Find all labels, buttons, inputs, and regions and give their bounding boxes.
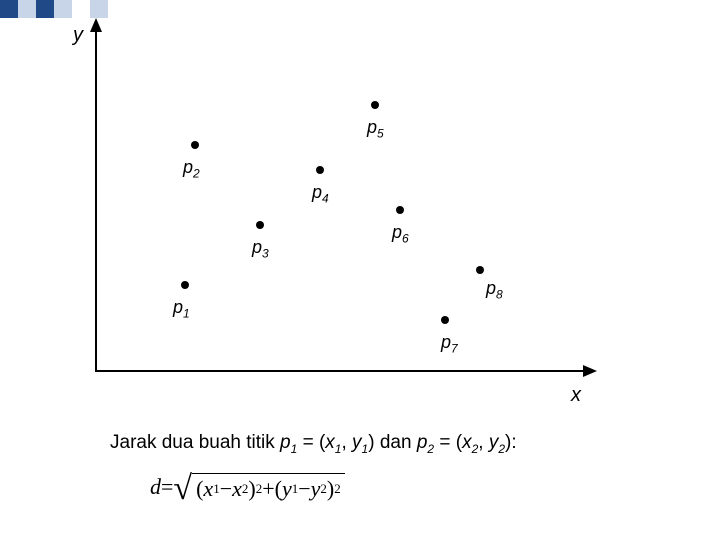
sqrt-body: (x1 − x2)2 + (y1 − y2)2 [192, 473, 345, 502]
point-label-p4: p4 [312, 182, 329, 206]
decor-sq [90, 0, 108, 18]
corner-decoration [0, 0, 108, 18]
point-p2 [191, 141, 199, 149]
distance-formula: d = √ (x1 − x2)2 + (y1 − y2)2 [150, 470, 345, 504]
caption-y2: y2 [489, 432, 505, 453]
x-axis [95, 370, 585, 372]
point-p7 [441, 316, 449, 324]
point-p8 [476, 266, 484, 274]
point-p5 [371, 101, 379, 109]
y-axis-arrow [90, 18, 102, 32]
caption-x1: x1 [325, 432, 341, 453]
caption-mid: ) dan [368, 432, 417, 453]
caption-comma1: , [341, 432, 352, 453]
scatter-chart: y x p1p2p3p4p5p6p7p8 [95, 30, 605, 410]
caption-text: Jarak dua buah titik p1 = (x1, y1) dan p… [110, 432, 517, 456]
point-p6 [396, 206, 404, 214]
caption-eq2: = ( [434, 432, 462, 453]
decor-sq [0, 0, 18, 18]
point-label-p5: p5 [367, 117, 384, 141]
formula-eq: = [161, 474, 173, 500]
caption-suffix: ): [505, 432, 517, 453]
y-axis-label: y [73, 24, 83, 47]
point-p1 [181, 281, 189, 289]
point-label-p7: p7 [441, 332, 458, 356]
caption-x2: x2 [462, 432, 478, 453]
sqrt-icon: √ (x1 − x2)2 + (y1 − y2)2 [173, 470, 344, 504]
decor-sq [36, 0, 54, 18]
x-axis-label: x [571, 384, 581, 407]
formula-d: d [150, 474, 161, 500]
point-p4 [316, 166, 324, 174]
caption-prefix: Jarak dua buah titik [110, 432, 280, 453]
decor-sq [18, 0, 36, 18]
decor-sq [54, 0, 72, 18]
point-label-p1: p1 [173, 297, 190, 321]
point-label-p3: p3 [252, 237, 269, 261]
caption-eq1: = ( [297, 432, 325, 453]
y-axis [95, 30, 97, 370]
caption-y1: y1 [352, 432, 368, 453]
point-label-p8: p8 [486, 278, 503, 302]
caption-p2: p2 [417, 432, 434, 453]
caption-p1: p1 [280, 432, 297, 453]
point-p3 [256, 221, 264, 229]
point-label-p2: p2 [183, 157, 200, 181]
x-axis-arrow [583, 365, 597, 377]
caption-comma2: , [478, 432, 489, 453]
decor-sq [72, 0, 90, 18]
point-label-p6: p6 [392, 222, 409, 246]
